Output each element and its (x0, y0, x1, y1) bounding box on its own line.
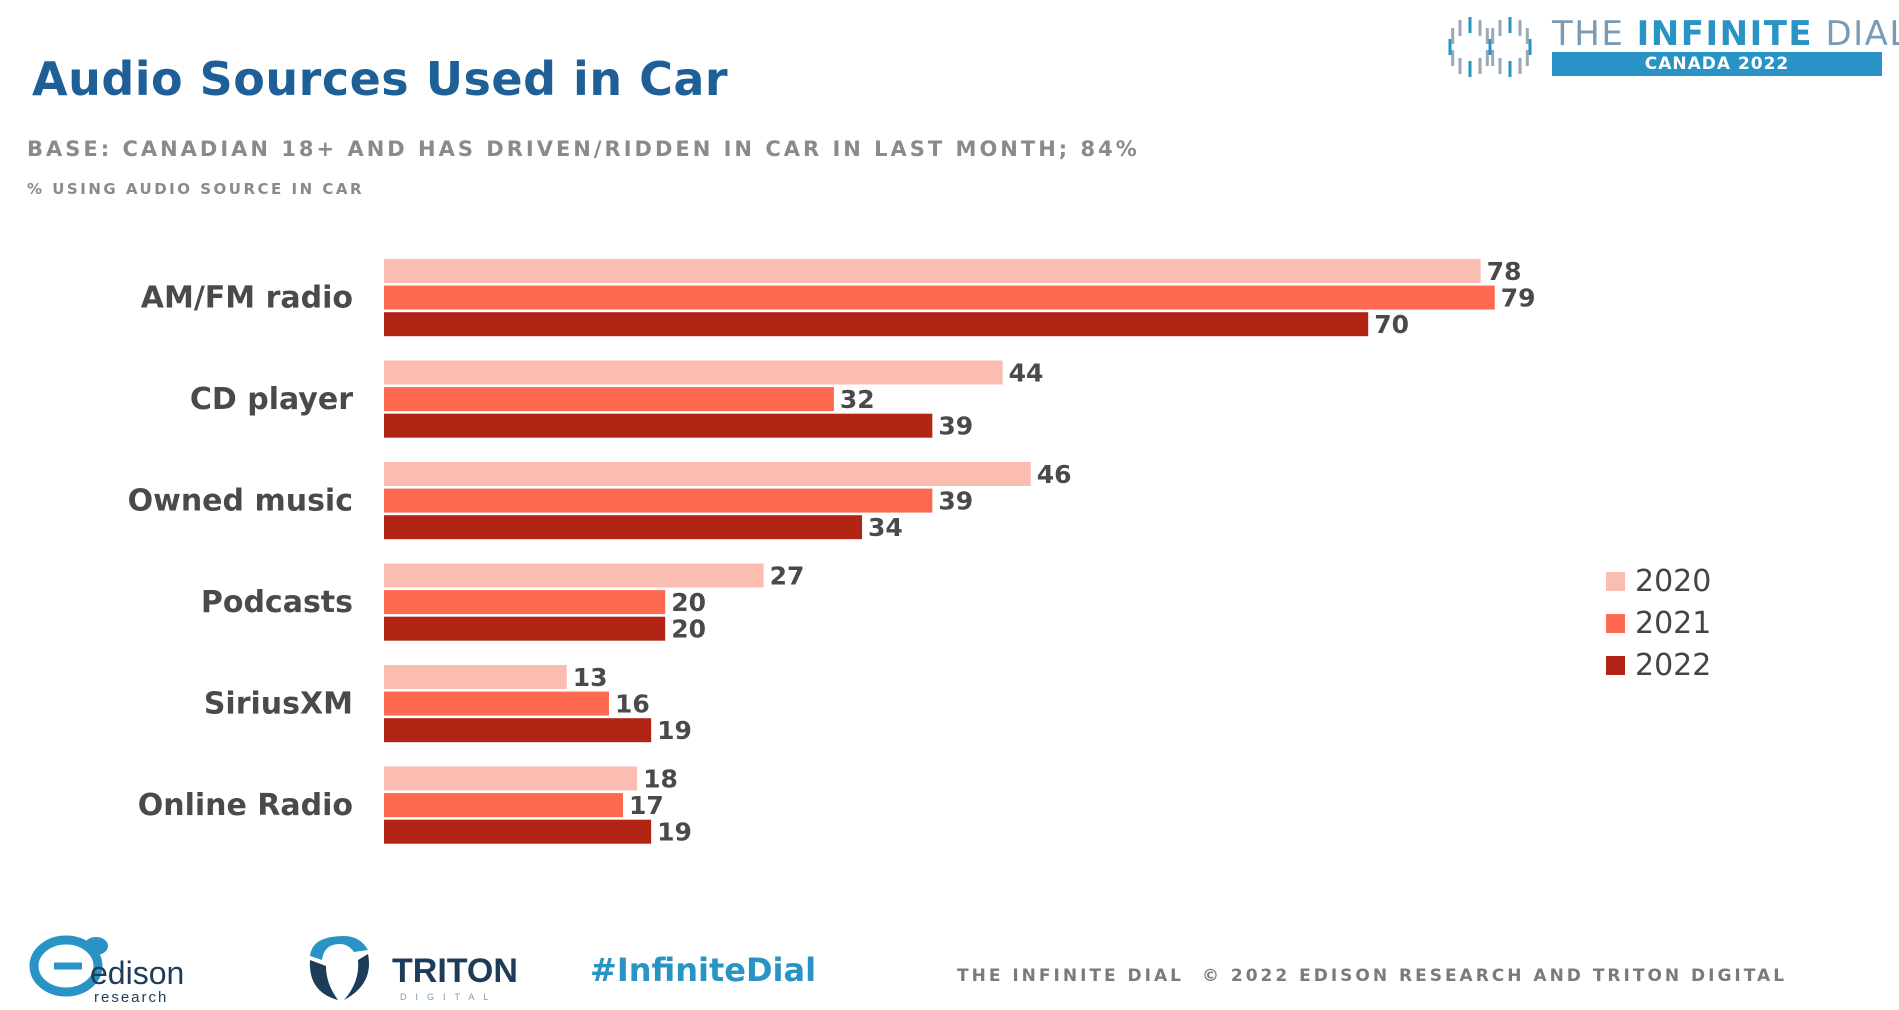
footer-left-text: THE INFINITE DIAL (957, 966, 1184, 986)
bar-2020 (384, 259, 1481, 283)
bar-2021 (384, 590, 666, 615)
triton-sub: DIGITAL (400, 992, 497, 1002)
bar-2021 (384, 285, 1495, 310)
value-label: 46 (1037, 460, 1072, 489)
legend-swatch-2021 (1606, 613, 1625, 633)
value-label: 13 (573, 663, 608, 692)
legend-label-2020: 2020 (1635, 563, 1712, 599)
triton-digital-logo-icon: TRITON DIGITAL (309, 936, 518, 1002)
base-note: BASE: CANADIAN 18+ AND HAS DRIVEN/RIDDEN… (27, 137, 1140, 161)
bar-2022 (384, 515, 863, 540)
bar-2022 (384, 819, 652, 844)
legend: 2020 2021 2022 (1606, 560, 1711, 686)
bar-2021 (384, 488, 933, 513)
value-label: 39 (938, 487, 973, 516)
legend-label-2021: 2021 (1635, 605, 1712, 641)
value-label: 19 (657, 818, 692, 847)
infinite-dial-logo-icon (1448, 17, 1532, 77)
hashtag-link[interactable]: #InfiniteDial (590, 951, 817, 989)
footer-copyright: THE INFINITE DIAL © 2022 EDISON RESEARCH … (957, 966, 1805, 986)
edison-sub: research (94, 989, 168, 1006)
bar-2021 (384, 387, 834, 412)
category-label: CD player (190, 382, 353, 417)
edison-name: edison (90, 955, 184, 991)
legend-item-2020: 2020 (1606, 560, 1711, 602)
value-label: 20 (671, 615, 706, 644)
legend-label-2022: 2022 (1635, 647, 1712, 683)
value-label: 70 (1374, 310, 1409, 339)
legend-swatch-2022 (1606, 655, 1625, 675)
value-label: 79 (1501, 284, 1536, 313)
value-label: 78 (1487, 257, 1522, 286)
bar-2020 (384, 462, 1031, 486)
legend-item-2021: 2021 (1606, 602, 1711, 644)
legend-item-2022: 2022 (1606, 644, 1711, 686)
value-label: 16 (615, 690, 650, 719)
value-label: 20 (671, 588, 706, 617)
value-label: 32 (840, 385, 875, 414)
category-label: AM/FM radio (141, 281, 353, 316)
bar-2022 (384, 413, 933, 438)
bar-2022 (384, 718, 652, 743)
chart-title: Audio Sources Used in Car (32, 52, 729, 106)
category-label: Podcasts (201, 585, 353, 620)
value-label: 39 (938, 412, 973, 441)
bar-2021 (384, 691, 609, 716)
category-label: Online Radio (138, 788, 353, 823)
chart-subtitle: % USING AUDIO SOURCE IN CAR (27, 180, 365, 198)
triton-name: TRITON (392, 952, 518, 990)
bar-2022 (384, 616, 666, 641)
legend-swatch-2020 (1606, 571, 1625, 591)
bar-2022 (384, 312, 1369, 337)
bar-2020 (384, 563, 764, 588)
bar-2020 (384, 766, 638, 791)
category-label: Owned music (128, 484, 353, 519)
value-label: 44 (1009, 359, 1044, 388)
value-label: 18 (643, 765, 678, 794)
brand-word-dial: DIAL (1825, 14, 1899, 54)
brand-word-infinite: INFINITE (1636, 14, 1814, 54)
footer-right-text: © 2022 EDISON RESEARCH AND TRITON DIGITA… (1201, 966, 1788, 986)
brand-wordmark: THE INFINITE DIAL (1552, 14, 1899, 54)
category-label: SiriusXM (204, 687, 353, 722)
value-label: 34 (868, 513, 903, 542)
bar-2021 (384, 793, 624, 818)
brand-word-the: THE (1552, 14, 1625, 54)
value-label: 19 (657, 716, 692, 745)
brand-edition-band: CANADA 2022 (1552, 52, 1882, 76)
bar-2020 (384, 360, 1003, 385)
value-label: 27 (770, 562, 805, 591)
edison-research-logo-icon: edison research (29, 935, 184, 1006)
bar-2020 (384, 665, 567, 689)
value-label: 17 (629, 791, 664, 820)
